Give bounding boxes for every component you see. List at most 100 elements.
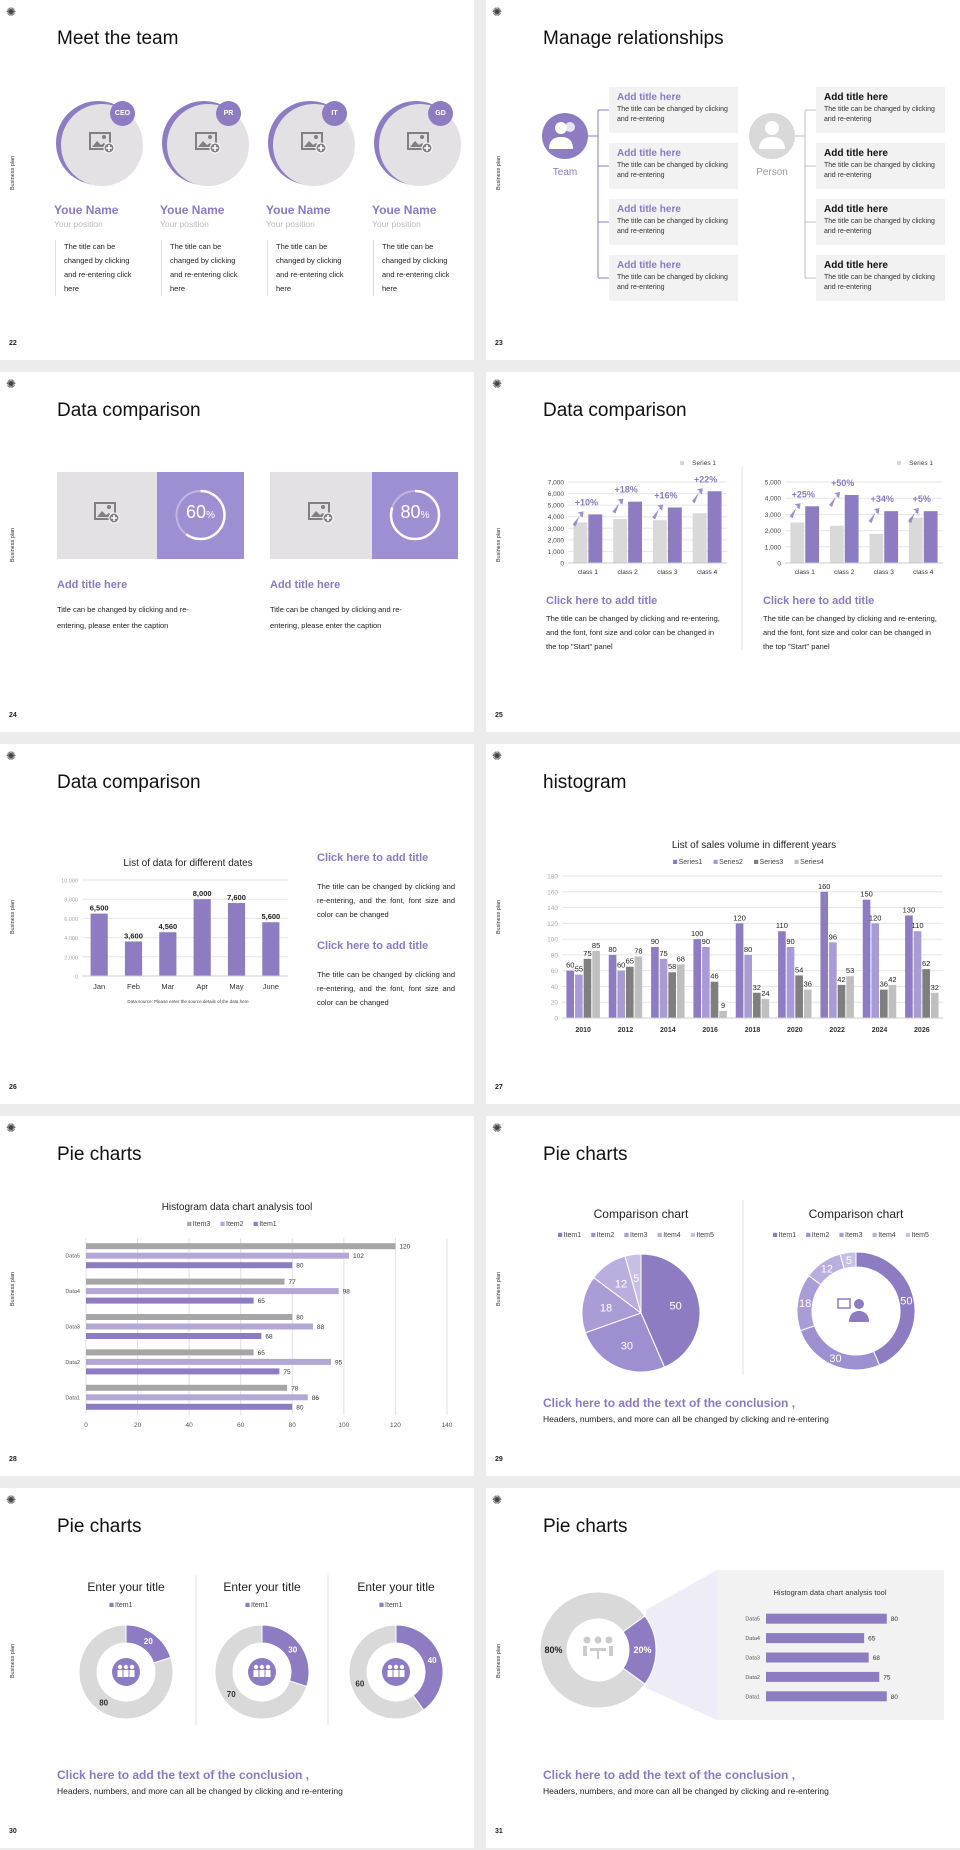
slice-label: 80%: [544, 1645, 562, 1655]
slice-label: 40: [428, 1656, 437, 1665]
slide-29[interactable]: ✺ Business plan 29 Pie charts 50 30 18 12 5 C…: [486, 1116, 960, 1476]
note-title[interactable]: Click here to add title: [317, 940, 429, 952]
conclusion-title[interactable]: Click here to add the text of the conclu…: [543, 1396, 796, 1410]
member-position: Your position: [266, 219, 315, 229]
pie-slice: [348, 1624, 425, 1720]
conclusion-title[interactable]: Click here to add the text of the conclu…: [543, 1768, 796, 1782]
legend-swatch: [839, 1232, 844, 1237]
legend-label: Series2: [719, 859, 743, 866]
legend-swatch: [905, 1232, 910, 1237]
relationship-box[interactable]: Add title here The title can be changed b…: [816, 199, 945, 245]
image-placeholder[interactable]: [270, 472, 372, 559]
slide-28[interactable]: ✺ Business plan 28 Pie charts Histogram …: [0, 1116, 474, 1476]
page-number: 30: [9, 1828, 17, 1835]
category-label: Data5: [745, 1617, 760, 1623]
slide-title: histogram: [543, 772, 627, 793]
data-label: 4,560: [158, 922, 177, 931]
data-label: 32: [931, 983, 939, 992]
member-name[interactable]: Youe Name: [266, 203, 331, 217]
box-desc: The title can be changed by clicking and…: [824, 218, 935, 235]
member-name[interactable]: Youe Name: [160, 203, 225, 217]
box-desc: The title can be changed by clicking and…: [617, 106, 728, 123]
relationship-box[interactable]: Add title here The title can be changed b…: [816, 87, 945, 133]
data-label: 120: [733, 913, 746, 922]
legend-swatch: [897, 461, 901, 465]
slide-31[interactable]: ✺ Business plan 31 Pie charts 20% 80% Hist…: [486, 1488, 960, 1848]
card-title[interactable]: Add title here: [57, 579, 128, 591]
slide-24[interactable]: ✺ Business plan 24 Data comparison 60% Ad…: [0, 372, 474, 732]
data-label: 24: [761, 989, 769, 998]
data-label: 80: [296, 1404, 304, 1411]
data-label: 98: [343, 1289, 351, 1296]
slide-26[interactable]: ✺ Business plan 26 Data comparison List …: [0, 744, 474, 1104]
image-placeholder[interactable]: [57, 472, 157, 559]
bar: [262, 922, 280, 976]
legend-swatch: [806, 1232, 811, 1237]
bar: [871, 923, 879, 1018]
bar: [628, 501, 643, 563]
legend-label: Item1: [385, 1602, 403, 1609]
column-title[interactable]: Click here to add title: [546, 595, 658, 607]
column-desc: The title can be changed by clicking and…: [546, 614, 720, 651]
data-source-note: Data source: Please enter the source det…: [127, 999, 249, 1004]
chart-title: Enter your title: [357, 1580, 435, 1594]
legend-label: Item5: [911, 1232, 929, 1239]
growth-arrow-icon: [829, 491, 841, 507]
bar: [159, 932, 177, 976]
x-tick-label: June: [263, 982, 279, 991]
bar: [778, 931, 786, 1018]
bar: [753, 992, 761, 1018]
conclusion-title[interactable]: Click here to add the text of the conclu…: [57, 1768, 310, 1782]
growth-arrow-icon: [652, 504, 664, 520]
bar: [829, 525, 844, 563]
x-tick-label: class 4: [697, 569, 718, 576]
data-label: 110: [776, 921, 788, 930]
legend-label: Item1: [779, 1232, 797, 1239]
horizontal-bar-chart: Histogram data chart analysis tool Item3 I…: [65, 1202, 452, 1429]
relationship-box[interactable]: Add title here The title can be changed b…: [609, 87, 738, 133]
member-name[interactable]: Youe Name: [54, 203, 119, 217]
slide-22[interactable]: ✺ Business plan 22 Meet the team CEO Youe…: [0, 0, 474, 360]
role-badge: CEO: [110, 101, 135, 126]
bar: [786, 947, 795, 1018]
column-title[interactable]: Click here to add title: [763, 595, 875, 607]
y-tick-label: 3,000: [548, 526, 565, 533]
data-label: 75: [659, 949, 667, 958]
y-tick-label: 80: [551, 952, 559, 959]
page-number: 24: [9, 712, 17, 719]
member-name[interactable]: Youe Name: [372, 203, 437, 217]
box-desc: The title can be changed by clicking and…: [617, 162, 728, 179]
x-tick-label: 20: [134, 1422, 142, 1429]
slide-23[interactable]: ✺ Business plan 23 Manage relationships …: [486, 0, 960, 360]
box-title: Add title here: [617, 92, 681, 103]
bar: [86, 1243, 396, 1250]
relationship-box[interactable]: Add title here The title can be changed b…: [816, 255, 945, 301]
member-desc: The title can be changed by clicking and…: [161, 240, 243, 296]
x-tick-label: 2010: [575, 1027, 591, 1034]
bar: [913, 931, 922, 1018]
relationship-box[interactable]: Add title here The title can be changed b…: [609, 143, 738, 189]
slide-30[interactable]: ✺ Business plan 30 Pie charts 20 80 Enter …: [0, 1488, 474, 1848]
card-title[interactable]: Add title here: [270, 579, 341, 591]
relationship-box[interactable]: Add title here The title can be changed b…: [609, 199, 738, 245]
legend-label: Series4: [800, 859, 824, 866]
relationship-box[interactable]: Add title here The title can be changed b…: [609, 255, 738, 301]
data-label: 8,000: [193, 889, 212, 898]
relationship-box[interactable]: Add title here The title can be changed b…: [816, 143, 945, 189]
bar: [829, 942, 837, 1018]
data-label: 42: [837, 975, 845, 984]
donut-with-breakdown: 20% 80% Histogram data chart analysis tool…: [539, 1570, 944, 1720]
bar: [652, 520, 667, 563]
member-desc: The title can be changed by clicking and…: [373, 240, 455, 296]
slide-25[interactable]: ✺ Business plan 25 Data comparison 0 1,00…: [486, 372, 960, 732]
slide-27[interactable]: ✺ Business plan 27 histogram List of sal…: [486, 744, 960, 1104]
legend-swatch: [680, 461, 684, 465]
chart-title: Comparison chart: [594, 1207, 689, 1221]
logo-icon: ✺: [492, 377, 503, 391]
y-tick-label: 160: [547, 889, 558, 896]
x-tick-label: 2026: [914, 1027, 930, 1034]
category-label: Data2: [65, 1360, 80, 1366]
data-label: 9: [721, 1001, 725, 1010]
note-title[interactable]: Click here to add title: [317, 852, 429, 864]
